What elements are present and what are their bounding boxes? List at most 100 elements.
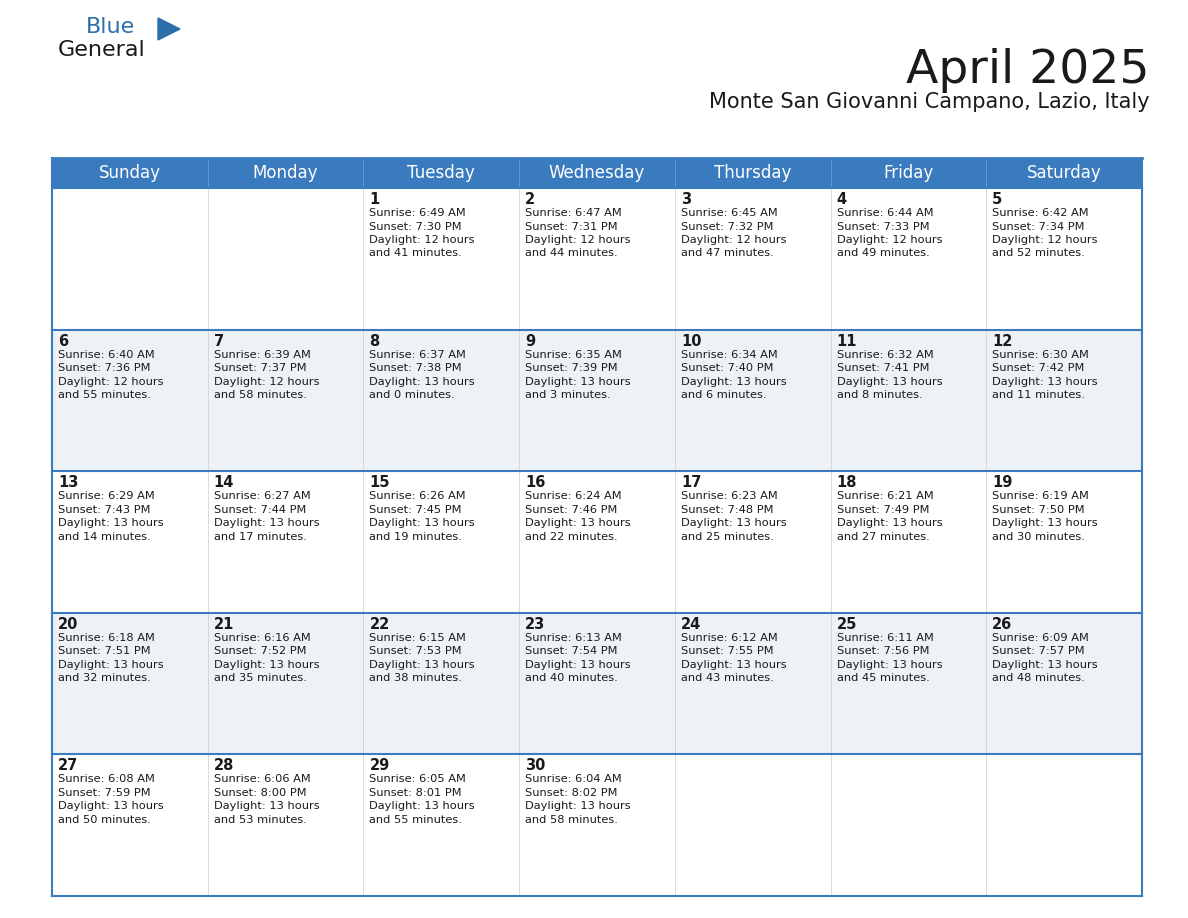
Text: 12: 12 <box>992 333 1012 349</box>
Text: and 49 minutes.: and 49 minutes. <box>836 249 929 259</box>
Bar <box>52 755 1142 896</box>
Text: and 35 minutes.: and 35 minutes. <box>214 673 307 683</box>
Text: Saturday: Saturday <box>1026 164 1101 182</box>
Text: Sunrise: 6:35 AM: Sunrise: 6:35 AM <box>525 350 623 360</box>
Text: 3: 3 <box>681 192 691 207</box>
Text: 9: 9 <box>525 333 536 349</box>
Text: and 45 minutes.: and 45 minutes. <box>836 673 929 683</box>
Text: and 55 minutes.: and 55 minutes. <box>369 815 462 825</box>
Text: and 53 minutes.: and 53 minutes. <box>214 815 307 825</box>
Text: and 8 minutes.: and 8 minutes. <box>836 390 922 400</box>
Text: Daylight: 13 hours: Daylight: 13 hours <box>369 376 475 386</box>
Text: 13: 13 <box>58 476 78 490</box>
Text: 18: 18 <box>836 476 857 490</box>
Text: Sunset: 7:53 PM: Sunset: 7:53 PM <box>369 646 462 656</box>
Text: 26: 26 <box>992 617 1012 632</box>
Text: Sunset: 7:37 PM: Sunset: 7:37 PM <box>214 364 307 373</box>
Text: Daylight: 13 hours: Daylight: 13 hours <box>836 376 942 386</box>
Text: Sunrise: 6:29 AM: Sunrise: 6:29 AM <box>58 491 154 501</box>
Text: Sunrise: 6:34 AM: Sunrise: 6:34 AM <box>681 350 778 360</box>
Text: Daylight: 12 hours: Daylight: 12 hours <box>992 235 1098 245</box>
Text: Daylight: 13 hours: Daylight: 13 hours <box>992 660 1098 670</box>
Text: Sunrise: 6:45 AM: Sunrise: 6:45 AM <box>681 208 778 218</box>
Text: Sunset: 7:34 PM: Sunset: 7:34 PM <box>992 221 1085 231</box>
Text: Daylight: 12 hours: Daylight: 12 hours <box>369 235 475 245</box>
Text: Daylight: 13 hours: Daylight: 13 hours <box>369 801 475 812</box>
Text: Daylight: 13 hours: Daylight: 13 hours <box>681 518 786 528</box>
Bar <box>52 188 1142 330</box>
Text: 21: 21 <box>214 617 234 632</box>
Text: Thursday: Thursday <box>714 164 791 182</box>
Text: and 17 minutes.: and 17 minutes. <box>214 532 307 542</box>
Bar <box>52 471 1142 613</box>
Text: Sunset: 7:52 PM: Sunset: 7:52 PM <box>214 646 307 656</box>
Text: 5: 5 <box>992 192 1003 207</box>
Text: Daylight: 13 hours: Daylight: 13 hours <box>214 801 320 812</box>
Text: Sunset: 7:33 PM: Sunset: 7:33 PM <box>836 221 929 231</box>
Text: and 48 minutes.: and 48 minutes. <box>992 673 1085 683</box>
Text: 2: 2 <box>525 192 536 207</box>
Text: Sunset: 7:43 PM: Sunset: 7:43 PM <box>58 505 151 515</box>
Text: and 41 minutes.: and 41 minutes. <box>369 249 462 259</box>
Text: Tuesday: Tuesday <box>407 164 475 182</box>
Text: 29: 29 <box>369 758 390 773</box>
Text: 4: 4 <box>836 192 847 207</box>
Text: 14: 14 <box>214 476 234 490</box>
Text: and 19 minutes.: and 19 minutes. <box>369 532 462 542</box>
Text: and 27 minutes.: and 27 minutes. <box>836 532 929 542</box>
Text: Sunset: 7:54 PM: Sunset: 7:54 PM <box>525 646 618 656</box>
Text: and 40 minutes.: and 40 minutes. <box>525 673 618 683</box>
Text: Sunset: 7:50 PM: Sunset: 7:50 PM <box>992 505 1085 515</box>
Bar <box>52 158 1142 188</box>
Text: Daylight: 12 hours: Daylight: 12 hours <box>525 235 631 245</box>
Text: 19: 19 <box>992 476 1012 490</box>
Text: and 0 minutes.: and 0 minutes. <box>369 390 455 400</box>
Text: and 43 minutes.: and 43 minutes. <box>681 673 773 683</box>
Text: Sunrise: 6:09 AM: Sunrise: 6:09 AM <box>992 633 1089 643</box>
Text: 20: 20 <box>58 617 78 632</box>
Text: Sunset: 8:00 PM: Sunset: 8:00 PM <box>214 788 307 798</box>
Text: 23: 23 <box>525 617 545 632</box>
Text: Sunrise: 6:15 AM: Sunrise: 6:15 AM <box>369 633 467 643</box>
Text: and 38 minutes.: and 38 minutes. <box>369 673 462 683</box>
Text: Sunrise: 6:37 AM: Sunrise: 6:37 AM <box>369 350 467 360</box>
Text: Sunset: 7:45 PM: Sunset: 7:45 PM <box>369 505 462 515</box>
Text: Sunrise: 6:44 AM: Sunrise: 6:44 AM <box>836 208 934 218</box>
Text: Daylight: 13 hours: Daylight: 13 hours <box>525 376 631 386</box>
Text: Sunset: 7:32 PM: Sunset: 7:32 PM <box>681 221 773 231</box>
Text: and 58 minutes.: and 58 minutes. <box>525 815 618 825</box>
Text: 1: 1 <box>369 192 380 207</box>
Text: and 30 minutes.: and 30 minutes. <box>992 532 1085 542</box>
Text: and 58 minutes.: and 58 minutes. <box>214 390 307 400</box>
Text: Sunrise: 6:04 AM: Sunrise: 6:04 AM <box>525 775 621 784</box>
Bar <box>52 613 1142 755</box>
Text: Daylight: 13 hours: Daylight: 13 hours <box>214 518 320 528</box>
Text: Sunrise: 6:47 AM: Sunrise: 6:47 AM <box>525 208 621 218</box>
Text: Daylight: 13 hours: Daylight: 13 hours <box>58 518 164 528</box>
Text: Sunrise: 6:08 AM: Sunrise: 6:08 AM <box>58 775 154 784</box>
Text: Sunrise: 6:13 AM: Sunrise: 6:13 AM <box>525 633 623 643</box>
Text: General: General <box>58 40 146 60</box>
Text: Daylight: 13 hours: Daylight: 13 hours <box>836 660 942 670</box>
Text: 27: 27 <box>58 758 78 773</box>
Text: 11: 11 <box>836 333 857 349</box>
Text: Sunset: 7:48 PM: Sunset: 7:48 PM <box>681 505 773 515</box>
Text: Sunrise: 6:19 AM: Sunrise: 6:19 AM <box>992 491 1089 501</box>
Text: Monte San Giovanni Campano, Lazio, Italy: Monte San Giovanni Campano, Lazio, Italy <box>709 92 1150 112</box>
Text: Sunrise: 6:16 AM: Sunrise: 6:16 AM <box>214 633 310 643</box>
Text: and 52 minutes.: and 52 minutes. <box>992 249 1085 259</box>
Text: and 14 minutes.: and 14 minutes. <box>58 532 151 542</box>
Text: 6: 6 <box>58 333 68 349</box>
Text: Sunset: 7:44 PM: Sunset: 7:44 PM <box>214 505 307 515</box>
Text: Sunset: 7:49 PM: Sunset: 7:49 PM <box>836 505 929 515</box>
Text: Daylight: 12 hours: Daylight: 12 hours <box>681 235 786 245</box>
Text: and 55 minutes.: and 55 minutes. <box>58 390 151 400</box>
Text: 30: 30 <box>525 758 545 773</box>
Text: Friday: Friday <box>884 164 934 182</box>
Text: Sunrise: 6:12 AM: Sunrise: 6:12 AM <box>681 633 778 643</box>
Text: Daylight: 13 hours: Daylight: 13 hours <box>525 660 631 670</box>
Text: 28: 28 <box>214 758 234 773</box>
Text: Wednesday: Wednesday <box>549 164 645 182</box>
Text: Daylight: 13 hours: Daylight: 13 hours <box>525 518 631 528</box>
Text: Sunset: 7:46 PM: Sunset: 7:46 PM <box>525 505 618 515</box>
